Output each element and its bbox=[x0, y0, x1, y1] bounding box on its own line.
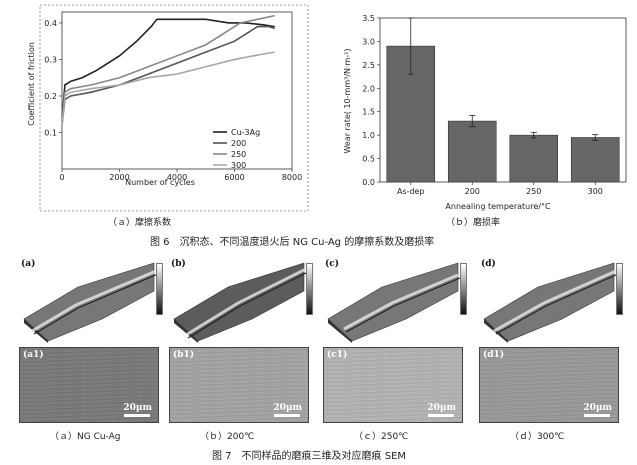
friction-x-tick-label: 4000 bbox=[167, 173, 187, 182]
panel-tag: (d) bbox=[481, 259, 496, 269]
wear-axes-box bbox=[379, 17, 627, 183]
wear-bar bbox=[447, 120, 497, 183]
figure7-sub-caption: （ｂ）200℃ bbox=[200, 432, 255, 442]
wear-y-tick-label: 0.5 bbox=[362, 155, 375, 164]
wear-y-tick-label: 2.5 bbox=[362, 61, 375, 70]
wear-bar bbox=[509, 134, 559, 183]
panel-tag: (b) bbox=[171, 259, 186, 269]
wear-track-3d-panel: (c) bbox=[322, 257, 464, 343]
height-colorbar bbox=[306, 263, 313, 315]
wear-track-3d-panel: (a) bbox=[18, 257, 160, 343]
wear-plot-area: 0.0 0.5 1.0 1.5 2.0 2.5 3.0 3.5 As-dep 200 250 300 bbox=[362, 14, 627, 196]
wear-track-groove bbox=[31, 269, 157, 333]
height-colorbar bbox=[616, 263, 623, 315]
figure7-sub-caption: （ａ）NG Cu-Ag bbox=[50, 432, 121, 442]
wear-track-groove bbox=[343, 273, 459, 331]
friction-legend-label: Cu-3Ag bbox=[231, 128, 260, 137]
scale-bar bbox=[274, 414, 300, 417]
friction-y-tick-label: 0.4 bbox=[44, 19, 57, 28]
sem-tag: (d1) bbox=[483, 350, 505, 360]
friction-legend-label: 300 bbox=[231, 161, 246, 170]
friction-x-tick-label: 2000 bbox=[109, 173, 129, 182]
wear-track-shadow bbox=[33, 273, 159, 335]
wear-y-tick-label: 0.0 bbox=[362, 178, 375, 187]
figure6-caption: 图 6 沉积态、不同温度退火后 NG Cu-Ag 的摩擦系数及磨损率 bbox=[150, 237, 435, 248]
sem-tag: (c1) bbox=[327, 350, 348, 360]
wear-x-tick-label: 250 bbox=[526, 187, 541, 196]
sem-tag: (b1) bbox=[173, 350, 195, 360]
scale-bar bbox=[428, 414, 454, 417]
wear-track-3d-panel: (b) bbox=[168, 257, 310, 343]
friction-x-tick-label: 6000 bbox=[224, 173, 244, 182]
friction-legend: Cu-3Ag 200 250 300 bbox=[213, 128, 260, 170]
scale-bar-label: 20μm bbox=[427, 403, 456, 413]
friction-y-tick-label: 0.3 bbox=[44, 55, 57, 64]
friction-series-line bbox=[61, 25, 275, 126]
wear-x-tick-label: As-dep bbox=[397, 187, 425, 196]
figure6-sub-a: （ａ）摩擦系数 bbox=[108, 218, 172, 228]
height-colorbar bbox=[460, 263, 467, 315]
wear-y-tick-label: 3.0 bbox=[362, 37, 375, 46]
friction-x-tick-label: 8000 bbox=[282, 173, 302, 182]
friction-y-tick-label: 0.1 bbox=[44, 128, 57, 137]
friction-series-line bbox=[61, 18, 275, 122]
scale-bar bbox=[124, 414, 150, 417]
wear-y-tick-label: 3.5 bbox=[362, 14, 375, 23]
scale-bar-label: 20μm bbox=[273, 403, 302, 413]
surface-plane bbox=[23, 262, 155, 342]
scale-bar-label: 20μm bbox=[583, 403, 612, 413]
panel-tag: (a) bbox=[21, 259, 36, 269]
friction-chart-frame bbox=[39, 4, 309, 212]
wear-bar bbox=[570, 137, 620, 183]
wear-xlabel: Annealing temperature/°C bbox=[445, 202, 551, 211]
friction-xlabel: Number of cycles bbox=[125, 178, 195, 187]
wear-x-tick-label: 300 bbox=[588, 187, 603, 196]
wear-y-tick-label: 1.5 bbox=[362, 108, 375, 117]
sem-micrograph: (d1) 20μm bbox=[479, 347, 619, 423]
friction-series-line bbox=[61, 51, 275, 126]
friction-legend-label: 250 bbox=[231, 150, 246, 159]
friction-chart: 0 2000 4000 6000 8000 0.1 0.2 0.3 0.4 Coefficien… bbox=[27, 4, 309, 212]
wear-track-shadow bbox=[187, 271, 309, 339]
panel-tag: (c) bbox=[325, 259, 339, 269]
friction-legend-label: 200 bbox=[231, 139, 246, 148]
wear-track-shadow bbox=[495, 273, 619, 335]
sem-micrograph: (b1) 20μm bbox=[169, 347, 309, 423]
friction-series-line bbox=[61, 14, 275, 126]
friction-plot-area: 0 2000 4000 6000 8000 0.1 0.2 0.3 0.4 bbox=[44, 11, 302, 182]
wear-track-groove bbox=[185, 267, 307, 337]
friction-y-tick-label: 0.2 bbox=[44, 92, 57, 101]
height-colorbar bbox=[156, 263, 163, 315]
wear-y-tick-label: 2.0 bbox=[362, 84, 375, 93]
wear-ylabel: Wear rate( 10-mm³/N·m-¹) bbox=[343, 48, 352, 153]
surface-side bbox=[24, 319, 48, 343]
scale-bar-label: 20μm bbox=[123, 403, 152, 413]
figure7-sub-caption: （ｄ）300℃ bbox=[510, 432, 565, 442]
sem-micrograph: (c1) 20μm bbox=[323, 347, 463, 423]
wear-x-tick-label: 200 bbox=[465, 187, 480, 196]
wear-y-tick-label: 1.0 bbox=[362, 131, 375, 140]
sem-tag: (a1) bbox=[23, 350, 44, 360]
figure7-caption: 图 7 不同样品的磨痕三维及对应磨痕 SEM bbox=[212, 451, 407, 462]
friction-ylabel: Coefficient of friction bbox=[27, 42, 36, 126]
surface-side bbox=[174, 319, 198, 343]
figure6-sub-b: （ｂ）磨损率 bbox=[446, 218, 501, 228]
friction-x-tick-label: 0 bbox=[59, 173, 64, 182]
wear-track-groove bbox=[493, 269, 617, 333]
surface-side bbox=[328, 319, 352, 343]
figure7-sub-caption: （ｃ）250℃ bbox=[354, 432, 409, 442]
wear-rate-chart: 0.00.51.01.52.02.53.03.5As-dep 200 250 300 … bbox=[343, 14, 627, 211]
wear-track-3d-panel: (d) bbox=[478, 257, 620, 343]
scale-bar bbox=[584, 414, 610, 417]
wear-track-shadow bbox=[345, 277, 461, 333]
sem-micrograph: (a1) 20μm bbox=[19, 347, 159, 423]
